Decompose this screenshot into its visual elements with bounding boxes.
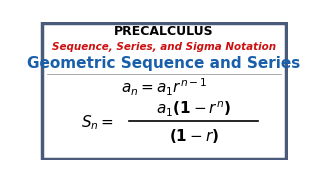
Text: $\mathit{a_n} = \mathit{a_1}\mathit{r}^{n-1}$: $\mathit{a_n} = \mathit{a_1}\mathit{r}^{… <box>121 77 207 98</box>
FancyBboxPatch shape <box>43 23 285 159</box>
Text: $\mathit{S_n} = $: $\mathit{S_n} = $ <box>81 113 114 132</box>
Text: $\mathbf{(1} - \mathit{r}\mathbf{)}$: $\mathbf{(1} - \mathit{r}\mathbf{)}$ <box>169 127 219 145</box>
Text: Geometric Sequence and Series: Geometric Sequence and Series <box>28 56 300 71</box>
Text: Sequence, Series, and Sigma Notation: Sequence, Series, and Sigma Notation <box>52 42 276 52</box>
Text: PRECALCULUS: PRECALCULUS <box>114 26 214 39</box>
Text: $\mathit{a}_1\mathbf{(1} - \mathit{r}^n\mathbf{)}$: $\mathit{a}_1\mathbf{(1} - \mathit{r}^n\… <box>156 99 231 119</box>
